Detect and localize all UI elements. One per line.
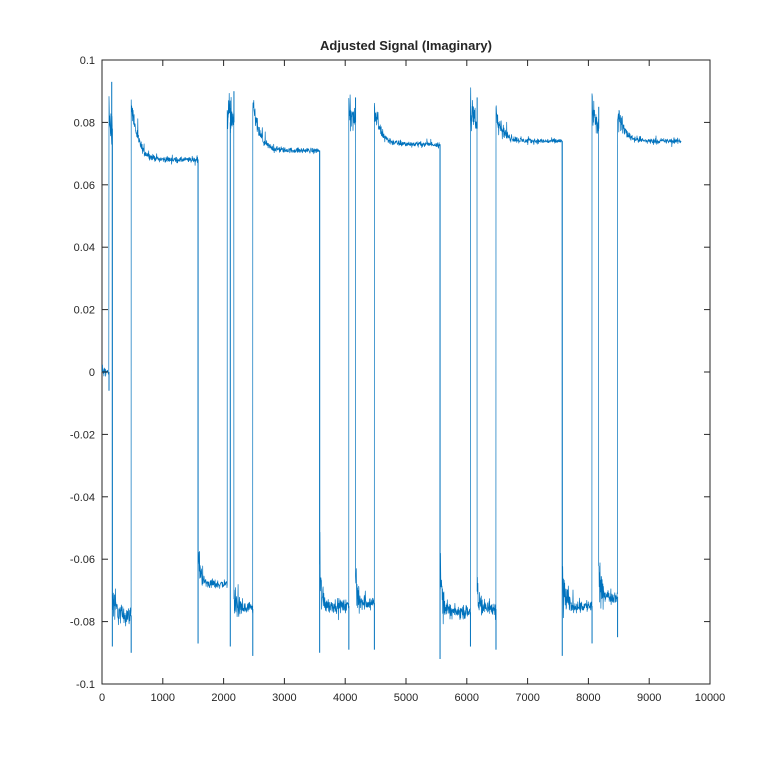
y-tick-label: -0.1: [76, 679, 95, 691]
y-tick-label: -0.02: [70, 429, 95, 441]
x-tick-label: 5000: [394, 692, 418, 704]
y-tick-label: 0.02: [74, 305, 95, 317]
y-axis-ticks: -0.1 -0.08 -0.06 -0.04 -0.02 0 0.02 0.04 0.06 0.0…: [70, 55, 710, 691]
y-tick-label: 0.1: [80, 55, 95, 67]
x-tick-label: 10000: [695, 692, 726, 704]
x-tick-label: 7000: [515, 692, 539, 704]
x-tick-label: 6000: [455, 692, 479, 704]
x-tick-label: 2000: [211, 692, 235, 704]
y-tick-label: -0.06: [70, 554, 95, 566]
y-tick-label: -0.04: [70, 492, 95, 504]
x-tick-label: 8000: [576, 692, 600, 704]
axes-box: [101, 59, 711, 685]
y-tick-label: 0: [89, 367, 95, 379]
x-tick-label: 3000: [272, 692, 296, 704]
peaks-layer: [108, 81, 619, 660]
y-tick-label: 0.08: [74, 117, 95, 129]
x-tick-label: 0: [99, 692, 105, 704]
x-axis-ticks: 0 1000 2000 3000 4000 5000 6000 7000 8000 9000 100…: [99, 60, 725, 704]
y-tick-label: -0.08: [70, 617, 95, 629]
x-tick-label: 4000: [333, 692, 357, 704]
y-tick-label: 0.04: [74, 242, 95, 254]
x-tick-label: 1000: [151, 692, 175, 704]
y-tick-label: 0.06: [74, 180, 95, 192]
chart-title: Adjusted Signal (Imaginary): [320, 38, 492, 53]
x-tick-label: 9000: [637, 692, 661, 704]
signal-line: [101, 87, 682, 627]
